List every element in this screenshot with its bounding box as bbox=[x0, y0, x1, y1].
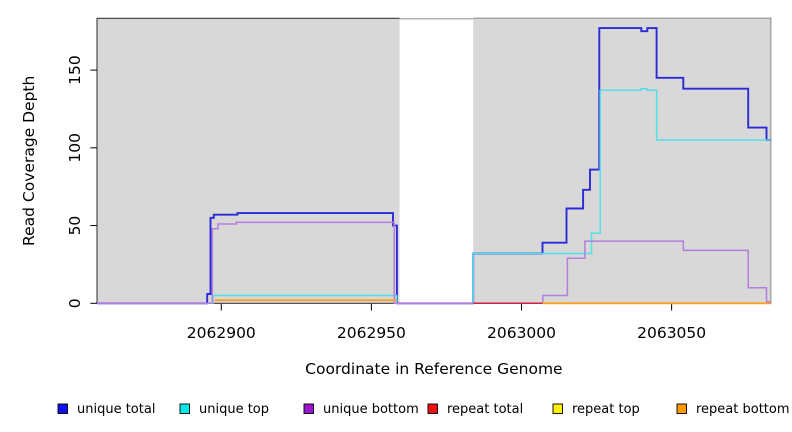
covered-region-1 bbox=[97, 18, 400, 304]
legend-label: unique top bbox=[199, 402, 269, 417]
legend-swatch-unique-bottom bbox=[303, 403, 314, 414]
y-axis-title: Read Coverage Depth bbox=[20, 76, 38, 246]
legend-swatch-repeat-top bbox=[552, 403, 563, 414]
series-line-unique-top bbox=[97, 87, 771, 305]
uncovered-gap bbox=[399, 13, 474, 305]
legend-label: repeat total bbox=[447, 402, 523, 417]
legend-swatch-unique-total bbox=[57, 403, 68, 414]
series-layer bbox=[97, 27, 772, 305]
legend-swatch-unique-top bbox=[179, 403, 190, 414]
y-tick-label: 0 bbox=[66, 298, 84, 308]
legend-label: repeat bottom bbox=[696, 402, 790, 417]
covered-region-2 bbox=[473, 18, 771, 304]
axis-layer: 2062900 2062950 2063000 2063050 0 50 100 150 bbox=[66, 55, 706, 342]
legend-label: unique total bbox=[77, 402, 155, 417]
series-line-unique-total bbox=[97, 27, 771, 305]
legend-swatch-repeat-total bbox=[427, 403, 438, 414]
x-tick-label: 2062900 bbox=[187, 324, 256, 342]
series-line-unique-bottom bbox=[97, 221, 772, 305]
legend-label: repeat top bbox=[572, 402, 640, 417]
x-tick-label: 2063050 bbox=[637, 324, 706, 342]
y-tick-label: 150 bbox=[66, 55, 84, 85]
x-tick-label: 2063000 bbox=[487, 324, 556, 342]
legend-label: unique bottom bbox=[323, 402, 419, 417]
y-tick-label: 100 bbox=[66, 133, 84, 163]
x-axis-title: Coordinate in Reference Genome bbox=[305, 360, 562, 378]
x-tick-label: 2062950 bbox=[337, 324, 406, 342]
plot-background-layer bbox=[96, 13, 772, 305]
y-tick-label: 50 bbox=[66, 216, 84, 236]
legend: unique total unique top unique bottom repea… bbox=[57, 402, 790, 417]
legend-swatch-repeat-bottom bbox=[676, 403, 687, 414]
